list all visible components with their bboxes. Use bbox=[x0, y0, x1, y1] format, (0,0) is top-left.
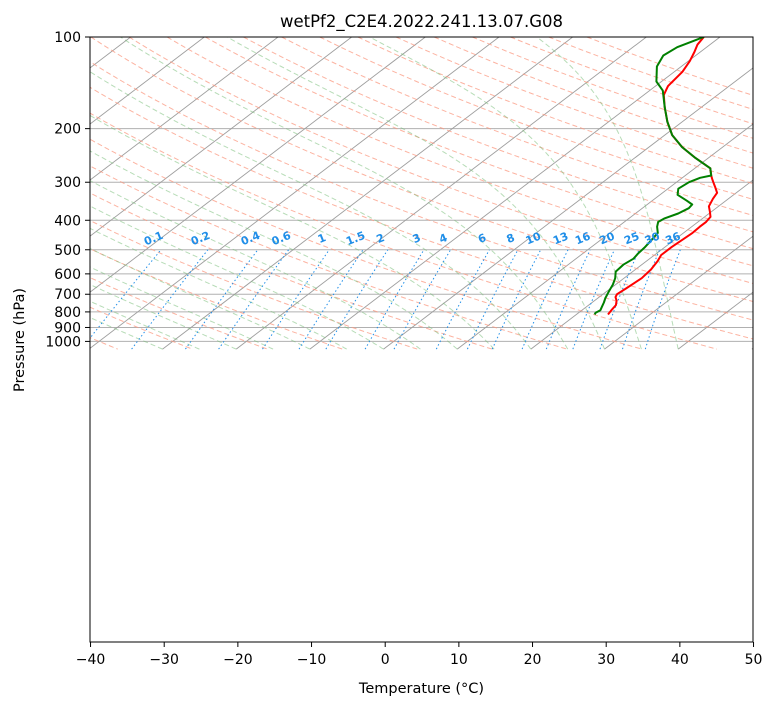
mixing-ratio-line bbox=[466, 249, 519, 350]
mixing-ratio-line bbox=[491, 249, 542, 350]
moist-adiabat-line bbox=[90, 114, 495, 350]
y-tick-label: 200 bbox=[54, 122, 81, 138]
mixing-ratio-line bbox=[521, 249, 569, 350]
moist-adiabat-line bbox=[90, 150, 458, 350]
mixing-ratio-label: 1 bbox=[316, 231, 328, 246]
mixing-ratio-label: 36 bbox=[663, 229, 682, 247]
dry-adiabat-line bbox=[90, 138, 643, 350]
isotherm-line bbox=[235, 37, 647, 350]
mixing-ratio-line bbox=[218, 249, 290, 350]
mixing-ratio-line bbox=[622, 249, 661, 350]
moist-adiabat-line bbox=[536, 37, 679, 350]
dry-adiabat-line bbox=[90, 37, 753, 303]
dry-adiabat-line bbox=[357, 37, 753, 185]
dry-adiabat-line bbox=[90, 86, 753, 340]
x-tick-label: 0 bbox=[381, 652, 390, 668]
x-tick-label: −30 bbox=[149, 652, 179, 668]
isotherm-line bbox=[604, 235, 753, 350]
mixing-ratio-line bbox=[644, 249, 681, 350]
dewpoint-profile-line bbox=[593, 37, 713, 315]
isotherm-line bbox=[90, 37, 500, 349]
isotherm-line bbox=[309, 37, 721, 350]
mixing-ratio-label: 2 bbox=[374, 231, 386, 246]
mixing-ratio-label: 3 bbox=[411, 231, 423, 246]
plot-area-background bbox=[90, 37, 753, 642]
moist-adiabat-line bbox=[90, 205, 384, 350]
isotherm-line bbox=[90, 37, 426, 293]
y-axis-label: Pressure (hPa) bbox=[12, 288, 28, 392]
y-tick-label: 600 bbox=[54, 267, 81, 283]
moist-adiabat-line bbox=[90, 180, 421, 350]
moist-adiabat-line bbox=[226, 37, 606, 350]
x-tick-label: −10 bbox=[297, 652, 327, 668]
isotherm-line bbox=[456, 123, 753, 350]
dry-adiabat-line bbox=[90, 61, 753, 321]
mixing-ratio-line bbox=[393, 249, 452, 350]
x-tick-label: 20 bbox=[524, 652, 542, 668]
mixing-ratio-line bbox=[131, 249, 209, 350]
y-tick-label: 400 bbox=[54, 213, 81, 229]
dry-adiabat-line bbox=[90, 112, 718, 350]
isotherm-line bbox=[90, 37, 279, 181]
x-tick-label: 40 bbox=[671, 652, 689, 668]
isotherm-line bbox=[0, 37, 57, 349]
dry-adiabat-line bbox=[395, 37, 753, 169]
y-tick-label: 700 bbox=[54, 287, 81, 303]
dry-adiabat-line bbox=[90, 306, 193, 350]
background-lines bbox=[0, 37, 753, 350]
mixing-ratio-label: 8 bbox=[505, 231, 517, 246]
mixing-ratio-line bbox=[599, 249, 640, 350]
mixing-ratio-line bbox=[572, 249, 615, 350]
mixing-ratio-line bbox=[364, 249, 425, 350]
x-tick-label: 30 bbox=[597, 652, 615, 668]
mixing-ratio-line bbox=[262, 249, 330, 350]
dry-adiabat-line bbox=[90, 165, 568, 350]
dry-adiabat-line bbox=[128, 37, 753, 285]
isotherm-line bbox=[383, 67, 753, 350]
mixing-ratio-label: 16 bbox=[573, 229, 592, 247]
axes: −40 −30 −20 −10 0 10 20 30 40 50 100 200 300 400 500 60… bbox=[45, 30, 762, 668]
mixing-ratio-line bbox=[545, 249, 591, 350]
chart-title: wetPf2_C2E4.2022.241.13.07.G08 bbox=[280, 12, 563, 32]
isotherm-line bbox=[90, 37, 352, 237]
x-tick-label: −20 bbox=[223, 652, 253, 668]
dry-adiabat-line bbox=[281, 37, 753, 216]
moist-adiabat-line bbox=[90, 71, 532, 350]
isotherm-line bbox=[751, 347, 753, 350]
isotherm-line bbox=[162, 37, 573, 350]
y-tick-label: 800 bbox=[54, 305, 81, 321]
x-tick-label: 10 bbox=[450, 652, 468, 668]
moist-adiabat-line bbox=[369, 37, 642, 350]
mixing-ratio-label: 25 bbox=[622, 230, 641, 248]
x-tick-label: −40 bbox=[76, 652, 106, 668]
mixing-ratio-label: 13 bbox=[551, 230, 570, 248]
dry-adiabat-line bbox=[90, 192, 493, 350]
x-axis-label: Temperature (°C) bbox=[358, 681, 484, 697]
isotherm-line bbox=[677, 291, 753, 350]
y-tick-label: 900 bbox=[54, 320, 81, 336]
dry-adiabat-line bbox=[166, 37, 753, 267]
mixing-ratio-label: 20 bbox=[598, 230, 617, 248]
moist-adiabat-line bbox=[120, 37, 569, 350]
dry-adiabat-line bbox=[90, 220, 418, 350]
mixing-ratio-label: 30 bbox=[643, 230, 662, 248]
moist-adiabat-line bbox=[90, 247, 311, 350]
x-tick-label: 50 bbox=[745, 652, 763, 668]
plot-frame bbox=[89, 36, 754, 643]
y-tick-label: 100 bbox=[54, 30, 81, 46]
y-tick-label: 1000 bbox=[45, 334, 81, 350]
dry-adiabat-line bbox=[90, 248, 343, 350]
dry-adiabat-line bbox=[205, 37, 753, 250]
moist-adiabat-line bbox=[90, 266, 274, 350]
mixing-ratio-label: 10 bbox=[524, 230, 543, 248]
y-tick-label: 500 bbox=[54, 243, 81, 259]
profile-lines bbox=[593, 37, 719, 316]
isotherm-line bbox=[530, 179, 753, 350]
moist-adiabat-line bbox=[90, 227, 347, 350]
y-tick-label: 300 bbox=[54, 175, 81, 191]
